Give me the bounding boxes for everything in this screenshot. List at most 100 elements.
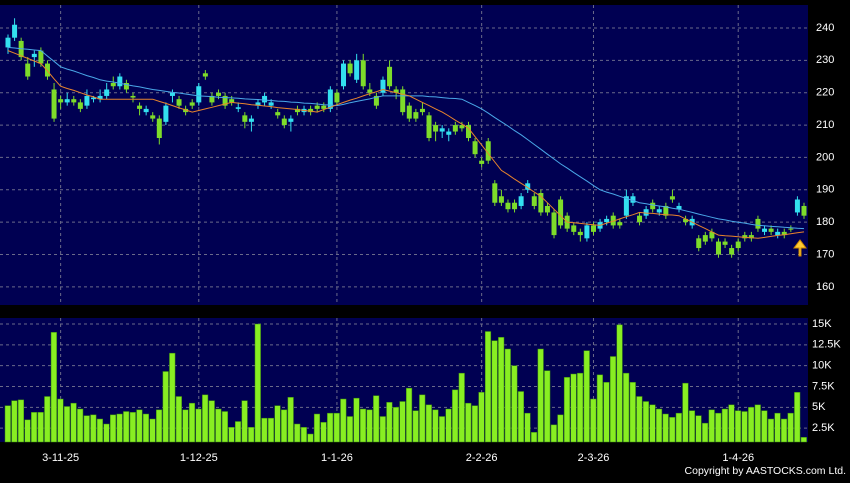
volume-bar (359, 408, 367, 443)
candle-body (12, 24, 18, 38)
volume-bar (215, 408, 222, 443)
volume-bar (800, 437, 807, 443)
volume-bar (57, 398, 64, 443)
volume-bar (392, 407, 399, 443)
volume-bar (287, 397, 294, 443)
candle-body (222, 95, 228, 106)
candle-body (781, 231, 787, 236)
volume-bar (24, 419, 31, 443)
volume-tick-label: 12.5K (812, 339, 841, 351)
candle-body (150, 115, 156, 119)
candle-body (762, 228, 768, 232)
volume-bar (307, 433, 314, 443)
candle-body (275, 112, 281, 116)
candle-body (433, 125, 439, 132)
volume-bar (702, 422, 709, 443)
volume-bar (425, 404, 432, 443)
volume-bar (103, 423, 110, 443)
candle-body (512, 202, 518, 210)
candle-body (341, 63, 347, 87)
volume-bar (609, 356, 617, 443)
y-tick-label: 230 (816, 54, 834, 66)
x-tick-label: 2-2-26 (466, 452, 498, 464)
candle-body (479, 160, 485, 164)
volume-bar (550, 424, 557, 443)
candle-body (400, 89, 406, 113)
volume-bar (373, 395, 380, 443)
volume-bar (471, 405, 478, 443)
volume-bar (195, 408, 202, 443)
candle-body (354, 60, 360, 80)
candle-body (130, 95, 136, 98)
volume-bar (162, 371, 169, 443)
volume-bar (675, 412, 682, 443)
candle-body (538, 193, 544, 213)
candle-body (722, 241, 728, 245)
candle-body (321, 105, 327, 109)
candle-body (380, 79, 386, 93)
volume-bar (787, 412, 794, 443)
candle-body (156, 118, 162, 139)
volume-bar (412, 410, 419, 443)
volume-bar (721, 408, 728, 443)
volume-bar (774, 412, 781, 443)
volume-bar (188, 402, 196, 443)
volume-bar (267, 417, 274, 443)
volume-bar (767, 418, 774, 443)
candle-body (577, 231, 583, 236)
candle-body (281, 118, 287, 126)
candle-body (801, 205, 807, 216)
candle-body (709, 231, 715, 239)
candle-body (209, 95, 215, 103)
volume-bar (254, 323, 261, 443)
volume-bar (241, 400, 248, 443)
candle-body (419, 108, 425, 113)
volume-bar (438, 416, 446, 443)
volume-bar (31, 412, 38, 443)
volume-bar (50, 332, 57, 443)
volume-bar (70, 402, 77, 443)
candle-body (683, 218, 689, 223)
candle-body (347, 63, 353, 74)
volume-bar (221, 411, 228, 443)
volume-bar (557, 414, 564, 443)
volume-bar (688, 410, 696, 443)
price-panel (0, 5, 808, 305)
volume-bar (432, 409, 439, 443)
candle-body (393, 89, 399, 93)
volume-bar (169, 352, 176, 443)
volume-bar (379, 416, 386, 443)
candle-body (485, 141, 491, 161)
candle-body (169, 92, 175, 96)
candle-body (472, 141, 478, 155)
candle-body (314, 105, 320, 109)
candle-body (97, 95, 103, 100)
volume-bar (419, 394, 426, 443)
volume-bar (484, 331, 492, 443)
candle-body (604, 218, 610, 223)
candle-body (77, 102, 83, 109)
volume-bar (4, 405, 11, 443)
volume-bar (524, 412, 531, 443)
candle-body (452, 125, 458, 132)
volume-bar (320, 422, 327, 443)
volume-bar (129, 412, 136, 443)
candle-body (84, 95, 90, 106)
volume-bar (465, 402, 472, 443)
candle-body (71, 99, 77, 103)
candle-body (623, 196, 629, 216)
candle-body (58, 99, 64, 103)
y-tick-label: 200 (816, 151, 834, 163)
volume-bar (123, 411, 130, 443)
volume-bar (340, 398, 347, 443)
volume-bar (116, 413, 123, 443)
volume-bar (544, 370, 551, 443)
volume-bar (300, 427, 307, 443)
candle-body (327, 89, 333, 109)
candle-body (104, 89, 110, 96)
candle-body (669, 196, 675, 200)
x-tick-label: 1-4-26 (722, 452, 754, 464)
candle-body (137, 105, 143, 109)
candle-body (255, 102, 261, 106)
